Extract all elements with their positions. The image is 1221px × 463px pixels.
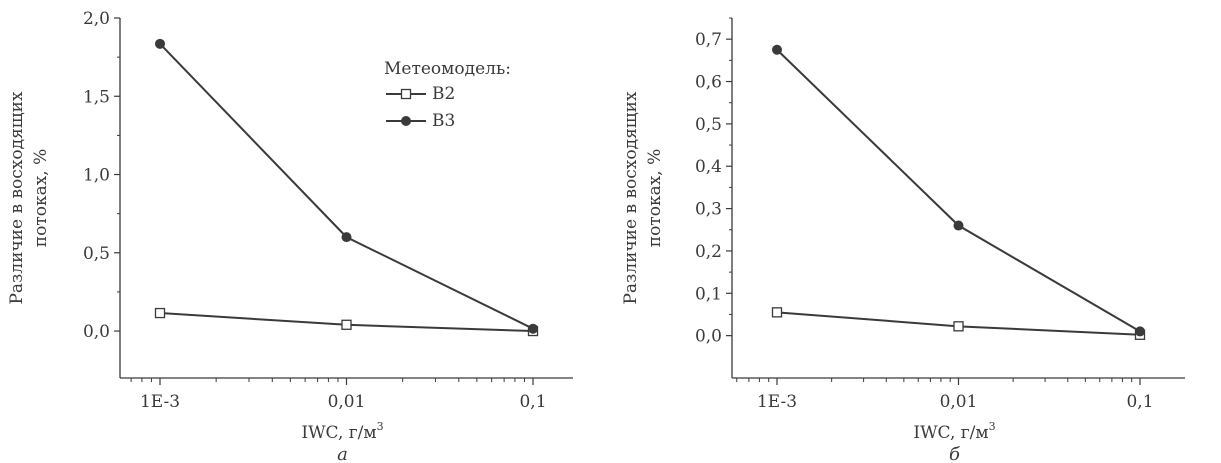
y-tick-label: 0,0 — [695, 327, 722, 347]
x-tick-label: 1E-3 — [140, 392, 180, 412]
data-point-b2 — [771, 307, 783, 318]
legend: Метеомодель: B2 B3 — [384, 59, 511, 131]
series-line-b3 — [159, 43, 534, 330]
y-axis-title: потоках, % — [645, 149, 665, 248]
y-tick-label: 0,4 — [695, 157, 722, 177]
data-point-b3 — [953, 220, 964, 231]
y-tick-label: 2,0 — [83, 9, 110, 29]
panel-label: б — [949, 444, 961, 463]
legend-label-b3: B3 — [432, 111, 455, 131]
y-tick-label: 1,5 — [83, 87, 110, 107]
x-axis-title: IWC, г/м3 — [913, 420, 995, 443]
y-tick-label: 0,6 — [695, 73, 722, 93]
x-tick-label: 0,1 — [1126, 392, 1153, 412]
y-axis-title: Различие в восходящих — [7, 91, 27, 304]
chart-panel-2: 0,0 0,1 0,2 0,3 0,4 0,5 0,6 0,7 1E-3 0,01 0,1 IWC, … — [621, 17, 1185, 463]
data-point-b2 — [953, 321, 964, 332]
y-tick-label: 0,0 — [83, 322, 110, 342]
panel-label: а — [337, 444, 348, 463]
x-axis-title: IWC, г/м3 — [301, 420, 383, 443]
y-tick-label: 0,3 — [695, 200, 722, 220]
y-tick-label: 0,1 — [695, 284, 722, 304]
y-tick-label: 0,5 — [83, 244, 110, 264]
y-tick-label: 0,2 — [695, 242, 722, 262]
data-point-b3 — [155, 38, 165, 49]
legend-title: Метеомодель: — [384, 59, 511, 79]
x-tick-label: 0,01 — [328, 392, 366, 412]
data-point-b3 — [341, 232, 352, 243]
legend-label-b2: B2 — [432, 84, 455, 104]
y-tick-label: 0,5 — [695, 115, 722, 135]
y-tick-label: 0,7 — [695, 30, 722, 50]
data-point-b3 — [528, 323, 538, 334]
x-tick-label: 0,1 — [519, 392, 546, 412]
chart-panel-1: 0,0 0,5 1,0 1,5 2,0 1E-3 0,01 0,1 IWC, г/м3 Разли… — [7, 9, 573, 463]
legend-swatch-marker-b3 — [401, 116, 411, 126]
data-point-b2 — [341, 319, 352, 330]
y-axis-title: потоках, % — [31, 149, 51, 248]
x-axis-title-superscript: 3 — [989, 420, 996, 433]
data-point-b3 — [772, 44, 782, 55]
y-axis-title: Различие в восходящих — [621, 91, 641, 304]
x-tick-label: 1E-3 — [757, 392, 797, 412]
data-point-b3 — [1135, 326, 1145, 337]
series-line-b3 — [776, 49, 1141, 333]
x-axis-title-superscript: 3 — [377, 420, 384, 433]
y-tick-label: 1,0 — [83, 166, 110, 186]
legend-swatch-marker-b2 — [400, 88, 412, 100]
data-point-b2 — [154, 307, 166, 319]
x-tick-label: 0,01 — [940, 392, 978, 412]
